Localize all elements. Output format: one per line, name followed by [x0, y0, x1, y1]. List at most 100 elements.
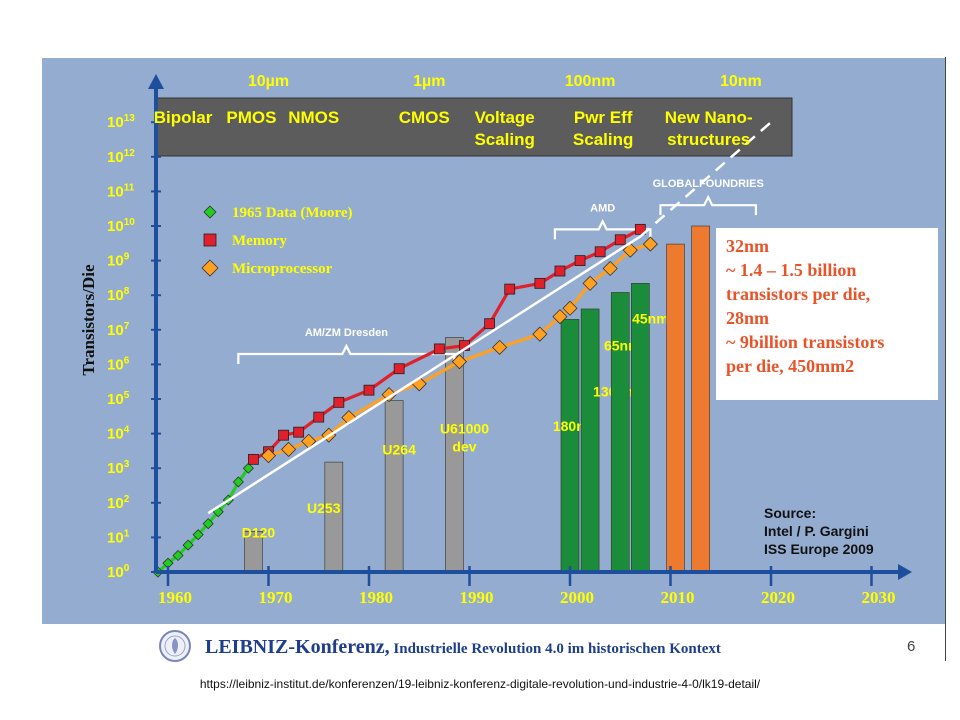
bar-orange-9 — [691, 225, 710, 573]
x-tick-label-2030: 2030 — [862, 588, 896, 607]
point-microprocessor-11 — [562, 300, 578, 316]
brace-amd — [553, 218, 652, 240]
x-tick-label-1980: 1980 — [359, 588, 393, 607]
technology-new-nano-structures-line-2: structures — [667, 130, 750, 149]
feature-size-1-m: 1µm — [413, 73, 445, 90]
feature-size-10nm: 10nm — [720, 73, 762, 90]
point-1965-data-moore-8 — [232, 476, 244, 488]
source-note: Source: Intel / P. Gargini ISS Europe 20… — [764, 505, 874, 557]
series-line-microprocessor — [268, 242, 651, 458]
feature-size-10-m: 10µm — [248, 73, 289, 90]
technology-pwr-eff-scaling-line-2: Scaling — [573, 130, 633, 149]
legend-label-1965-data-moore: 1965 Data (Moore) — [232, 205, 353, 221]
technology-pwr-eff-scaling: Pwr Eff — [574, 108, 633, 127]
x-tick-label-2000: 2000 — [560, 588, 594, 607]
footer-title-main: LEIBNIZ-Konferenz, — [205, 636, 390, 658]
point-memory-10 — [484, 318, 496, 330]
x-axis-arrow — [898, 564, 912, 580]
x-tick-label-1970: 1970 — [259, 588, 293, 607]
point-microprocessor-8 — [492, 339, 508, 355]
point-memory-6 — [363, 384, 375, 396]
technology-band — [156, 97, 793, 157]
annotation-am-zm-dresden: AM/ZM Dresden — [305, 327, 388, 339]
bar-u61000-dev — [445, 337, 464, 573]
source-url: https://leibniz-institut.de/konferenzen/… — [199, 677, 761, 691]
point-memory-15 — [594, 246, 606, 258]
point-microprocessor-0 — [260, 448, 277, 464]
legend-label-microprocessor: Microprocessor — [232, 261, 333, 277]
brace-globalfoundries — [659, 194, 758, 216]
point-memory-13 — [554, 265, 566, 277]
technology-cmos: CMOS — [399, 108, 450, 127]
point-microprocessor-13 — [602, 260, 618, 277]
source-line-2: Intel / P. Gargini — [764, 523, 869, 539]
point-memory-11 — [504, 283, 516, 295]
technology-nmos: NMOS — [288, 108, 339, 127]
slide-number: 6 — [907, 638, 916, 655]
bar-label-u61000-dev: U61000 — [440, 421, 489, 437]
technology-bipolar: Bipolar — [154, 108, 213, 127]
callout-line-3: transistors per die, — [726, 284, 871, 304]
source-line-3: ISS Europe 2009 — [764, 541, 874, 557]
callout-box: 32nm ~ 1.4 – 1.5 billion transistors per… — [716, 228, 938, 400]
point-1965-data-moore-4 — [192, 529, 204, 541]
y-axis-label: Transistors/Die — [79, 264, 98, 376]
point-memory-16 — [614, 234, 626, 246]
technology-voltage-scaling: Voltage — [475, 108, 535, 127]
technology-new-nano-structures: New Nano- — [665, 108, 753, 127]
callout-line-4: 28nm — [726, 308, 770, 328]
legend-marker-microprocessor — [201, 259, 219, 277]
point-memory-12 — [534, 277, 546, 289]
point-memory-0 — [248, 453, 259, 465]
bar-label-u253: U253 — [307, 500, 341, 516]
annotation-globalfoundries: GLOBALFOUNDRIES — [653, 178, 764, 190]
annotation-amd: AMD — [590, 202, 615, 214]
bar-65nm — [610, 292, 630, 573]
footer-title-sub: Industrielle Revolution 4.0 im historisc… — [389, 641, 721, 657]
point-memory-3 — [293, 426, 305, 438]
callout-line-6: per die, 450mm2 — [726, 356, 855, 376]
x-tick-label-2010: 2010 — [661, 588, 695, 607]
point-1965-data-moore-5 — [202, 518, 214, 530]
bar-130nm — [580, 308, 600, 573]
callout-line-5: ~ 9billion transistors — [726, 332, 885, 352]
point-memory-8 — [433, 343, 445, 355]
point-microprocessor-10 — [552, 309, 568, 325]
point-memory-14 — [574, 255, 586, 267]
point-microprocessor-15 — [642, 236, 658, 252]
callout-line-2: ~ 1.4 – 1.5 billion — [726, 260, 857, 280]
bar-label-u264: U264 — [382, 441, 416, 457]
point-memory-7 — [393, 363, 405, 375]
bar-label-d120: D120 — [242, 524, 276, 540]
bar-orange-8 — [666, 243, 685, 573]
y-axis-arrow — [148, 74, 164, 89]
legend-label-memory: Memory — [232, 233, 287, 249]
legend-marker-memory — [203, 233, 217, 247]
point-memory-4 — [313, 411, 325, 423]
bar-u264 — [384, 400, 404, 573]
series-line-projection — [639, 121, 772, 238]
technology-voltage-scaling-line-2: Scaling — [474, 130, 534, 149]
x-tick-label-1960: 1960 — [158, 588, 192, 607]
point-microprocessor-9 — [532, 326, 548, 342]
callout-line-1: 32nm — [726, 236, 770, 256]
feature-size-100nm: 100nm — [565, 73, 616, 90]
brace-am-zm-dresden — [237, 343, 456, 364]
legend-marker-1965-data-moore — [203, 205, 217, 219]
bar-u253 — [324, 461, 344, 573]
series-line-1965-data-moore — [156, 467, 250, 574]
x-tick-label-2020: 2020 — [761, 588, 795, 607]
bar-180nm — [560, 319, 580, 573]
point-memory-17 — [634, 223, 646, 235]
slide-divider — [945, 57, 946, 661]
technology-pmos: PMOS — [226, 108, 276, 127]
point-microprocessor-7 — [451, 354, 468, 370]
point-memory-2 — [278, 429, 289, 441]
point-1965-data-moore-3 — [182, 539, 194, 551]
point-1965-data-moore-9 — [242, 462, 254, 474]
point-microprocessor-12 — [582, 275, 598, 291]
series-line-trend — [207, 235, 642, 515]
source-line-1: Source: — [764, 505, 816, 521]
footer-title: LEIBNIZ-Konferenz, Industrielle Revoluti… — [205, 636, 721, 659]
